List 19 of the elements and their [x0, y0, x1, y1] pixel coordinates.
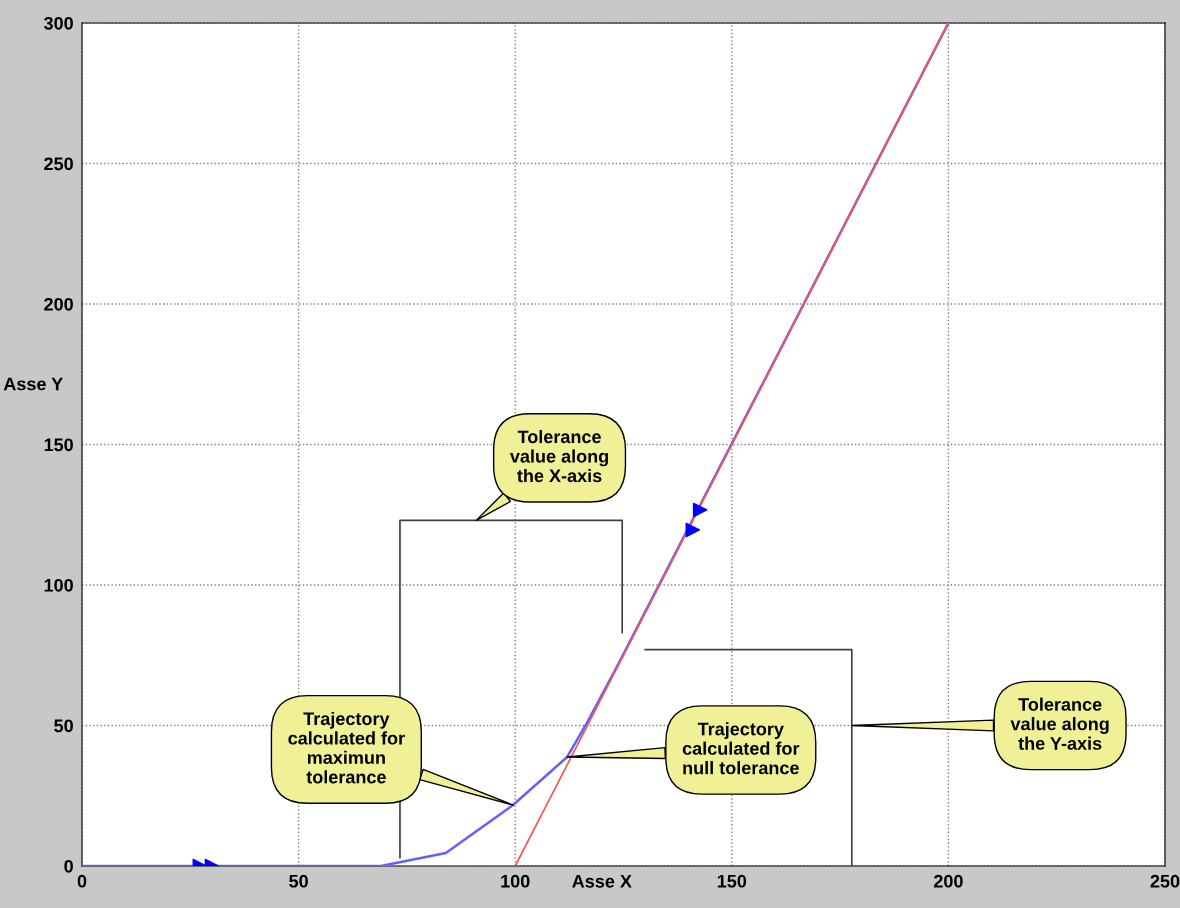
- x-tick-label: 0: [77, 874, 87, 888]
- annotation: Tolerance value along the Y-axis: [1010, 697, 1109, 750]
- y-tick-label: 50: [54, 719, 73, 733]
- x-tick-label: 100: [501, 874, 530, 888]
- annotation: Tolerance value along the X-axis: [509, 429, 609, 483]
- y-tick-label: 0: [64, 859, 73, 873]
- x-tick-label: 200: [933, 874, 963, 888]
- y-tick-label: 300: [43, 16, 73, 30]
- x-axis-title: Asse X: [572, 875, 632, 888]
- annotation: Trajectory calculated for maximun tolerance: [288, 711, 405, 784]
- y-tick-label: 100: [44, 578, 73, 592]
- y-tick-label: 150: [44, 438, 73, 452]
- x-tick-label: 250: [1150, 874, 1180, 888]
- annotation: Trajectory calculated for null tolerance: [682, 722, 800, 775]
- x-tick-label: 50: [289, 874, 308, 888]
- y-tick-label: 200: [44, 297, 73, 311]
- y-axis-title: Asse Y: [3, 377, 63, 391]
- y-tick-label: 250: [44, 157, 73, 171]
- x-tick-label: 150: [717, 874, 747, 888]
